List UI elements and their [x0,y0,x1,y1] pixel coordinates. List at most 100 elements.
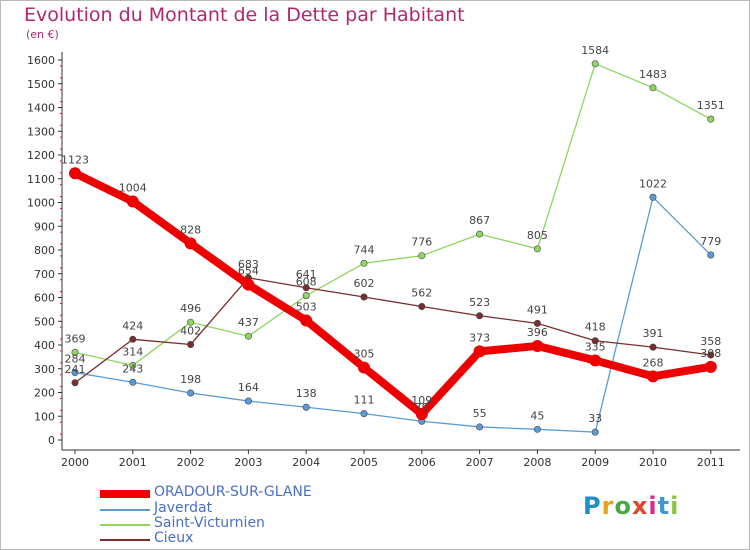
y-tick-label: 400 [34,339,55,352]
data-label: 562 [411,287,432,300]
series-lines [69,60,717,436]
data-point [126,195,139,208]
data-label: 55 [473,407,487,420]
data-label: 396 [527,326,548,339]
data-point [473,345,486,358]
data-label: 1584 [581,44,609,57]
data-point [591,337,599,345]
data-label: 138 [296,387,317,400]
data-label: 608 [296,276,317,289]
data-point [418,252,426,260]
legend-label: Javerdat [154,500,213,516]
data-point [707,115,715,123]
data-label: 424 [122,319,143,332]
data-label: 335 [585,340,606,353]
y-tick-label: 200 [34,387,55,400]
legend-label: Saint-Victurnien [154,515,265,531]
data-point [358,361,370,374]
series-line [74,63,712,367]
data-point [533,425,541,433]
data-point [533,245,541,253]
data-point [707,351,715,359]
data-point [476,423,484,431]
data-label: 358 [700,335,721,348]
data-label: 641 [296,268,317,281]
data-label: 305 [354,348,375,361]
y-tick-label: 100 [34,410,55,423]
legend-swatch [100,509,150,511]
data-point [360,410,368,418]
data-point [71,369,79,377]
data-point [476,230,484,238]
data-label: 683 [238,258,259,271]
data-label: 418 [585,321,606,334]
data-point [244,397,252,405]
data-label: 268 [643,356,664,369]
data-point [242,278,255,291]
data-label: 1123 [61,153,89,166]
y-tick-label: 500 [34,315,55,328]
data-label: 109 [411,394,432,407]
x-tick-label: 2005 [350,456,378,469]
data-point [129,378,137,386]
x-tick-label: 2004 [292,456,320,469]
data-label: 1022 [639,177,667,190]
x-tick-label: 2006 [408,456,436,469]
data-label: 308 [700,347,721,360]
data-point [415,408,428,421]
legend-swatch [100,490,150,498]
data-point [184,237,197,250]
data-point [69,167,81,180]
data-label: 402 [180,325,201,338]
chart-axes [61,52,740,451]
data-point [187,318,195,326]
data-label: 369 [65,332,86,345]
x-tick-label: 2002 [177,456,205,469]
x-tick-label: 2011 [697,456,725,469]
y-axis-unit-label: (en €) [26,28,59,41]
data-point [302,403,310,411]
x-axis-ticks: 2000 2001 2002 2003 2004 2005 2006 2007 2008 2009… [61,450,725,469]
data-point [647,370,659,383]
proxiti-logo: Proxiti [583,492,680,520]
x-tick-label: 2008 [523,456,551,469]
y-tick-label: 0 [48,434,55,447]
chart-title: Evolution du Montant de la Dette par Hab… [24,4,465,26]
data-label: 602 [354,277,375,290]
x-tick-label: 2009 [581,456,609,469]
data-label: 491 [527,303,548,316]
data-labels: 1123 1004 828 654 503 305 109 373 396 335 268 308 28… [61,44,725,425]
data-point [531,339,544,352]
y-tick-label: 600 [34,292,55,305]
data-label: 1004 [119,182,147,195]
data-label: 391 [643,327,664,340]
y-tick-label: 1000 [27,197,55,210]
data-label: 828 [180,223,201,236]
data-label: 373 [469,331,490,344]
data-label: 111 [354,394,375,407]
data-point [360,259,368,267]
data-point [302,292,310,300]
y-tick-label: 1300 [27,125,55,138]
x-tick-label: 2000 [61,456,89,469]
data-label: 33 [588,412,602,425]
data-point [649,193,657,201]
series-line [71,169,715,419]
data-point [129,361,137,369]
data-point [707,251,715,259]
y-axis-ticks: 0 100 200 300 400 500 600 700 800 900 1000 1100 1200… [27,54,62,447]
legend-swatch [100,524,150,526]
data-point [71,348,79,356]
data-label: 198 [180,373,201,386]
x-tick-label: 2003 [234,456,262,469]
x-tick-label: 2010 [639,456,667,469]
data-label: 496 [180,302,201,315]
data-point [302,284,310,292]
data-label: 79 [415,401,429,414]
data-point [591,428,599,436]
data-point [187,389,195,397]
data-label: 867 [469,214,490,227]
data-point [187,341,195,349]
data-label: 654 [238,265,259,278]
